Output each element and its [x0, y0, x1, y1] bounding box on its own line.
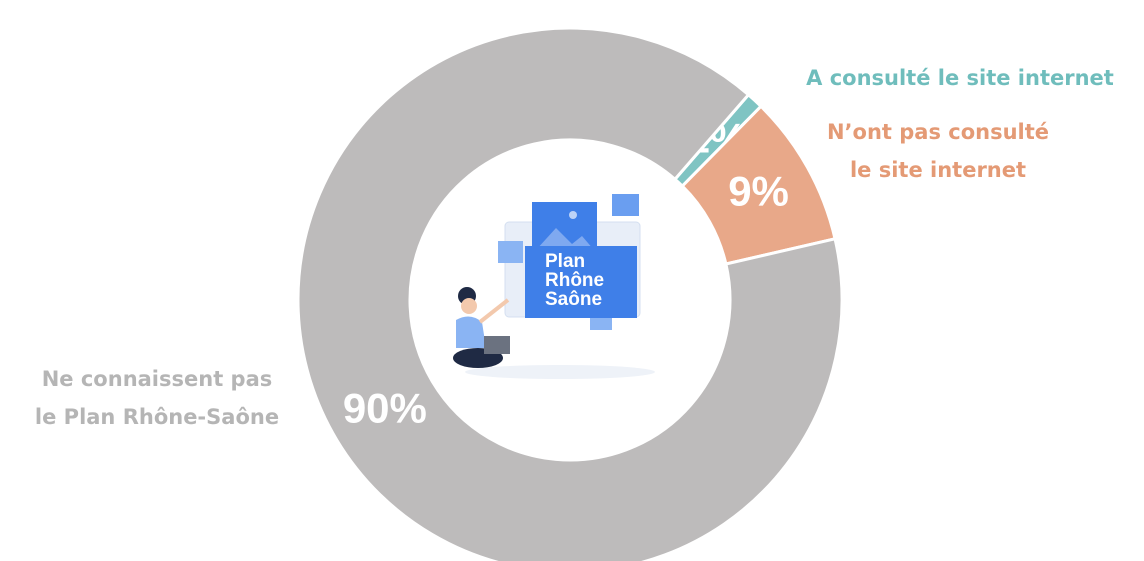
value-label: 90%: [343, 384, 427, 431]
logo-text: Plan: [545, 251, 585, 272]
donut-slice: [296, 26, 844, 561]
logo-text: Rhône: [545, 270, 604, 291]
category-label: N’ont pas consulté: [827, 120, 1049, 144]
center-illustration: [453, 194, 655, 379]
category-label: le site internet: [850, 158, 1026, 182]
value-label: 9%: [728, 168, 789, 215]
category-label: le Plan Rhône-Saône: [35, 405, 279, 429]
category-label: Ne connaissent pas: [42, 367, 273, 391]
logo-text: Saône: [545, 289, 602, 310]
category-label: A consulté le site internet: [806, 66, 1114, 90]
